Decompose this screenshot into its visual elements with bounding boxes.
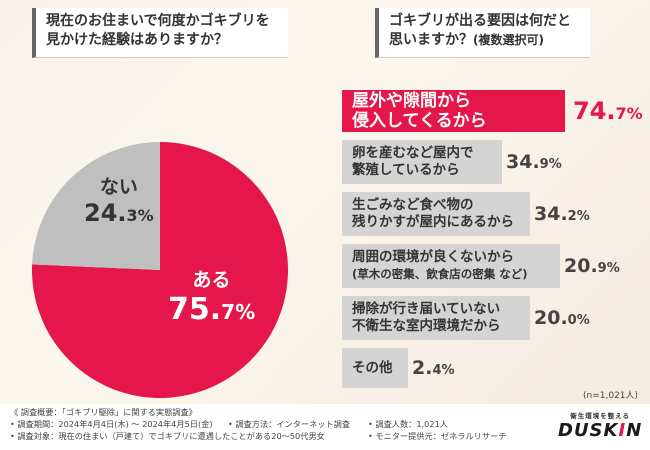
- bar-0-value: 74.7%: [573, 97, 643, 125]
- bar-3-value: 20.9%: [564, 255, 620, 277]
- pie-slice-1: [32, 142, 161, 270]
- bar-3: 周囲の環境が良くないから (草木の密集、飲食店の密集 など) 20.9%: [342, 244, 620, 288]
- question-1-line-1: 現在のお住まいで何度かゴキブリを: [46, 13, 270, 29]
- question-2-subtitle: (複数選択可): [473, 33, 544, 47]
- pie-label-yes-value: 75.7%: [168, 292, 256, 327]
- bar-2: 生ごみなど食べ物の 残りかすが屋内にあるから 34.2%: [342, 192, 590, 236]
- bar-4-label-2: 不衛生な室内環境だから: [352, 318, 501, 334]
- sample-size-note: (n=1,021人): [583, 391, 639, 401]
- bar-5-value: 2.4%: [412, 357, 455, 379]
- bar-2-label-2: 残りかすが屋内にあるから: [352, 214, 514, 230]
- footer-count: • 調査人数：1,021人: [368, 419, 448, 429]
- bar-2-fill: 生ごみなど食べ物の 残りかすが屋内にあるから: [342, 192, 530, 236]
- bar-3-label-2: (草木の密集、飲食店の密集 など): [352, 267, 528, 281]
- pie-label-yes: ある 75.7%: [168, 265, 255, 327]
- question-1-box: 現在のお住まいで何度かゴキブリを 見かけた経験はありますか？: [32, 8, 288, 58]
- pie-label-yes-name: ある: [192, 269, 231, 291]
- bar-1-fill: 卵を産むなど屋内で 繁殖しているから: [342, 140, 502, 184]
- bar-4: 掃除が行き届いていない 不衛生な室内環境だから 20.0%: [342, 296, 590, 340]
- footer-method: • 調査方法：インターネット調査: [228, 419, 351, 429]
- pie-label-no: ない 24.3%: [84, 172, 154, 227]
- bar-3-fill: 周囲の環境が良くないから (草木の密集、飲食店の密集 など): [342, 244, 560, 288]
- footer: [0, 404, 650, 450]
- question-2-box: ゴキブリが出る要因は何だと 思いますか？(複数選択可): [375, 8, 590, 58]
- bar-1-value: 34.9%: [506, 151, 562, 173]
- bar-5-label-1: その他: [352, 359, 393, 376]
- bar-2-label-1: 生ごみなど食べ物の: [352, 197, 474, 213]
- bar-4-fill: 掃除が行き届いていない 不衛生な室内環境だから: [342, 296, 530, 340]
- logo-tagline: 衛生環境を整える: [570, 412, 631, 420]
- bar-5: その他 2.4%: [342, 348, 455, 388]
- logo-wordmark: DUSKIN: [558, 420, 643, 441]
- duskin-logo: 衛生環境を整える DUSKIN: [558, 410, 642, 441]
- bar-5-fill: その他: [342, 348, 408, 388]
- footer-target: • 調査対象：現在の住まい（戸建て）でゴキブリに遭遇したことがある20～50代男…: [10, 431, 325, 441]
- question-2-line-1: ゴキブリが出る要因は何だと: [389, 13, 571, 29]
- bar-0: 屋外や隙間から 侵入してくるから 74.7%: [342, 90, 643, 132]
- pie-label-no-name: ない: [99, 176, 138, 198]
- pie-chart: [32, 142, 289, 398]
- bar-1-label-1: 卵を産むなど屋内で: [352, 145, 474, 161]
- bar-0-fill: 屋外や隙間から 侵入してくるから: [342, 90, 565, 132]
- bar-0-label-2: 侵入してくるから: [352, 111, 487, 131]
- question-1-line-2: 見かけた経験はありますか？: [46, 32, 228, 48]
- footer-provider: • モニター提供元：ゼネラルリサーチ: [368, 431, 507, 441]
- footer-period: • 調査期間：2024年4月4日(木) ～ 2024年4月5日(金): [10, 419, 213, 429]
- bar-0-label-1: 屋外や隙間から: [352, 91, 471, 111]
- pie-label-no-value: 24.3%: [84, 199, 154, 227]
- bar-4-value: 20.0%: [534, 307, 590, 329]
- question-2-line-2: 思いますか？: [389, 32, 473, 48]
- bar-1: 卵を産むなど屋内で 繁殖しているから 34.9%: [342, 140, 562, 184]
- bar-3-label-1: 周囲の環境が良くないから: [352, 249, 514, 265]
- bar-2-value: 34.2%: [534, 203, 590, 225]
- bar-1-label-2: 繁殖しているから: [352, 162, 460, 178]
- footer-overview: 《 調査概要：「ゴキブリ駆除」に関する実態調査》: [10, 407, 197, 417]
- bar-4-label-1: 掃除が行き届いていない: [352, 301, 501, 317]
